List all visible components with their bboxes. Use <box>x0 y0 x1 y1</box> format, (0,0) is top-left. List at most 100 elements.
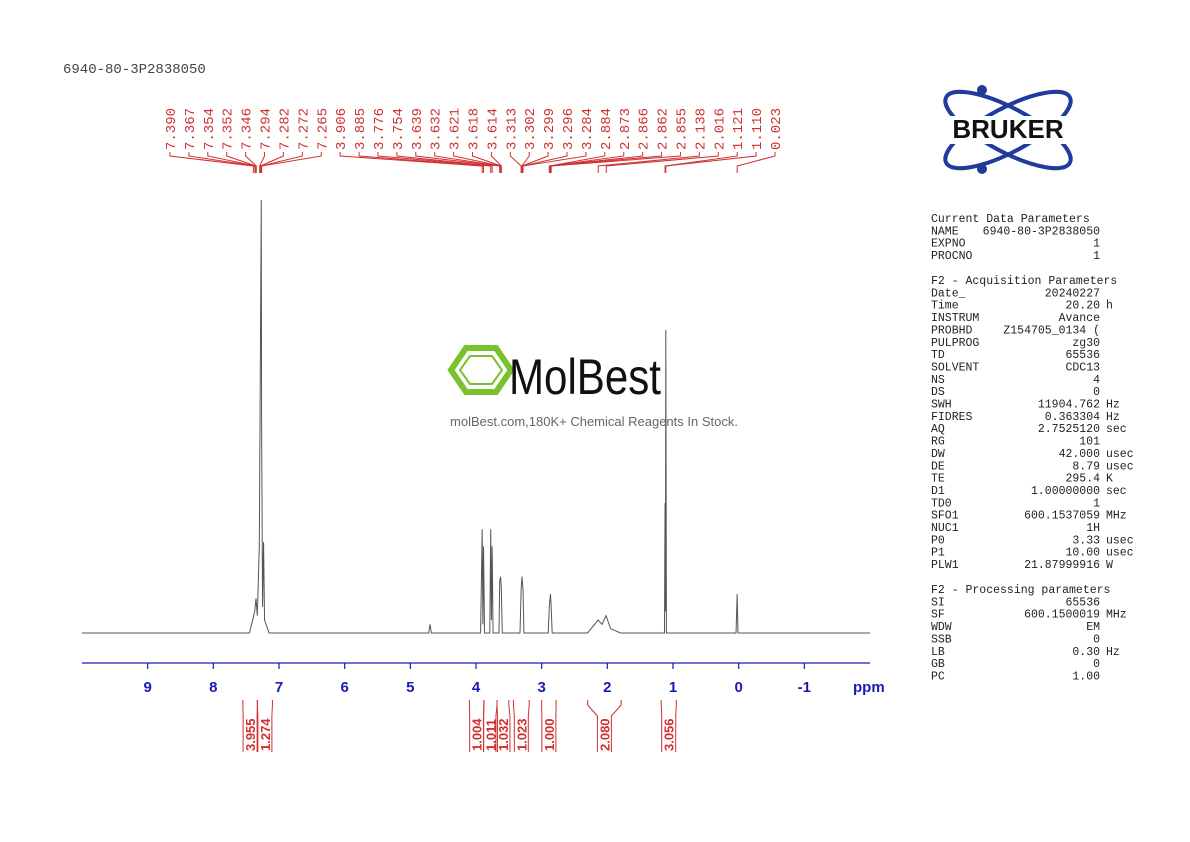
x-tick-label: 5 <box>406 679 414 696</box>
parameter-value: 0 <box>1093 386 1100 399</box>
peak-label: 3.906 <box>334 108 350 150</box>
parameter-name: PC <box>931 670 945 683</box>
parameter-section-title: F2 - Processing parameters <box>931 584 1110 597</box>
parameter-value: 1 <box>1093 250 1100 263</box>
parameter-name: TD <box>931 349 945 362</box>
x-tick-label: 8 <box>209 679 217 696</box>
integral-label: 3.955 <box>243 718 258 751</box>
peak-label: 7.367 <box>183 108 199 150</box>
peak-connector <box>358 152 485 173</box>
spectrum-line <box>82 199 870 634</box>
parameter-value: 0.30 <box>1072 646 1100 659</box>
integral-bracket <box>256 700 273 752</box>
logo-orbit <box>943 89 1073 171</box>
peak-label: 1.121 <box>731 108 747 150</box>
peak-label: 7.294 <box>259 108 275 150</box>
parameter-name: PROCNO <box>931 250 973 263</box>
parameter-name: NAME <box>931 225 959 238</box>
parameter-name: EXPNO <box>931 238 966 251</box>
parameter-value: Avance <box>1059 312 1101 325</box>
parameter-value: 0.363304 <box>1045 411 1100 424</box>
peak-label: 2.866 <box>637 108 653 150</box>
parameter-name: RG <box>931 436 945 449</box>
parameter-name: NS <box>931 374 945 387</box>
parameter-value: 101 <box>1079 436 1100 449</box>
peak-label: 3.313 <box>504 108 520 150</box>
parameter-name: PLW1 <box>931 559 959 572</box>
parameter-unit: K <box>1106 473 1113 486</box>
peak-label: 7.265 <box>315 108 331 150</box>
peak-label: 7.354 <box>202 108 218 150</box>
peak-label: 7.272 <box>296 108 312 150</box>
peak-connector <box>245 152 257 173</box>
watermark-caption: molBest.com,180K+ Chemical Reagents In S… <box>450 414 738 429</box>
parameter-value: 600.1500019 <box>1024 609 1100 622</box>
parameter-unit: sec <box>1106 423 1127 436</box>
logo-text: BRUKER <box>952 114 1063 144</box>
parameter-name: SFO1 <box>931 510 959 523</box>
parameter-name: INSTRUM <box>931 312 979 325</box>
x-tick-label: 2 <box>603 679 611 696</box>
logo-band <box>925 116 1091 144</box>
peak-connector <box>550 152 681 173</box>
parameter-value: 1H <box>1086 522 1100 535</box>
logo-dot <box>977 164 987 174</box>
peak-label: 0.023 <box>769 108 785 150</box>
logo-orbit <box>943 89 1073 171</box>
peak-connector <box>521 152 568 173</box>
peak-label: 2.138 <box>693 108 709 150</box>
watermark-icon <box>458 355 504 385</box>
x-tick-label: 4 <box>472 679 481 696</box>
parameter-value: 8.79 <box>1072 460 1100 473</box>
x-tick-label: 6 <box>340 679 348 696</box>
watermark-icon <box>447 345 515 395</box>
parameter-unit: W <box>1106 559 1113 572</box>
peak-connector <box>665 152 757 173</box>
parameter-name: SWH <box>931 399 952 412</box>
parameter-name: GB <box>931 658 945 671</box>
parameter-section-title: F2 - Acquisition Parameters <box>931 275 1117 288</box>
parameter-unit: usec <box>1106 460 1134 473</box>
peak-connector <box>261 152 322 173</box>
integral-label: 1.032 <box>496 718 511 751</box>
parameter-value: 3.33 <box>1072 534 1100 547</box>
parameter-name: P1 <box>931 547 945 560</box>
parameter-value: 65536 <box>1065 596 1100 609</box>
peak-connector <box>548 152 606 173</box>
peak-label: 3.754 <box>391 108 407 150</box>
peak-connector <box>188 152 256 173</box>
peak-label: 2.862 <box>656 108 672 150</box>
parameter-name: DE <box>931 460 945 473</box>
x-tick-label: 3 <box>537 679 545 696</box>
peak-label: 7.282 <box>277 108 293 150</box>
peak-connector <box>736 152 776 173</box>
peak-connector <box>522 152 587 173</box>
parameter-name: Time <box>931 300 959 313</box>
parameter-name: SSB <box>931 633 952 646</box>
bruker-logo: BRUKER <box>925 85 1091 174</box>
x-tick-label: -1 <box>798 679 811 696</box>
peak-label: 7.346 <box>240 108 256 150</box>
parameter-name: WDW <box>931 621 952 634</box>
parameter-unit: Hz <box>1106 411 1120 424</box>
integral-label: 1.004 <box>470 718 485 751</box>
parameter-name: FIDRES <box>931 411 973 424</box>
parameter-value: EM <box>1086 621 1100 634</box>
peak-label: 7.390 <box>164 108 180 150</box>
parameter-unit: MHz <box>1106 609 1127 622</box>
peak-label: 3.614 <box>485 108 501 150</box>
parameter-name: D1 <box>931 485 945 498</box>
peak-label: 1.110 <box>750 108 766 150</box>
parameter-name: NUC1 <box>931 522 959 535</box>
parameter-unit: h <box>1106 300 1113 313</box>
parameter-value: 0 <box>1093 658 1100 671</box>
peak-connector <box>490 152 502 173</box>
peak-label: 3.296 <box>561 108 577 150</box>
parameter-name: TE <box>931 473 945 486</box>
parameter-name: DW <box>931 448 945 461</box>
peak-label: 2.016 <box>712 108 728 150</box>
parameter-value: 20.20 <box>1065 300 1100 313</box>
peak-connector <box>605 152 719 173</box>
chart-title: 6940-80-3P2838050 <box>63 62 206 78</box>
parameter-value: 1.00000000 <box>1031 485 1100 498</box>
